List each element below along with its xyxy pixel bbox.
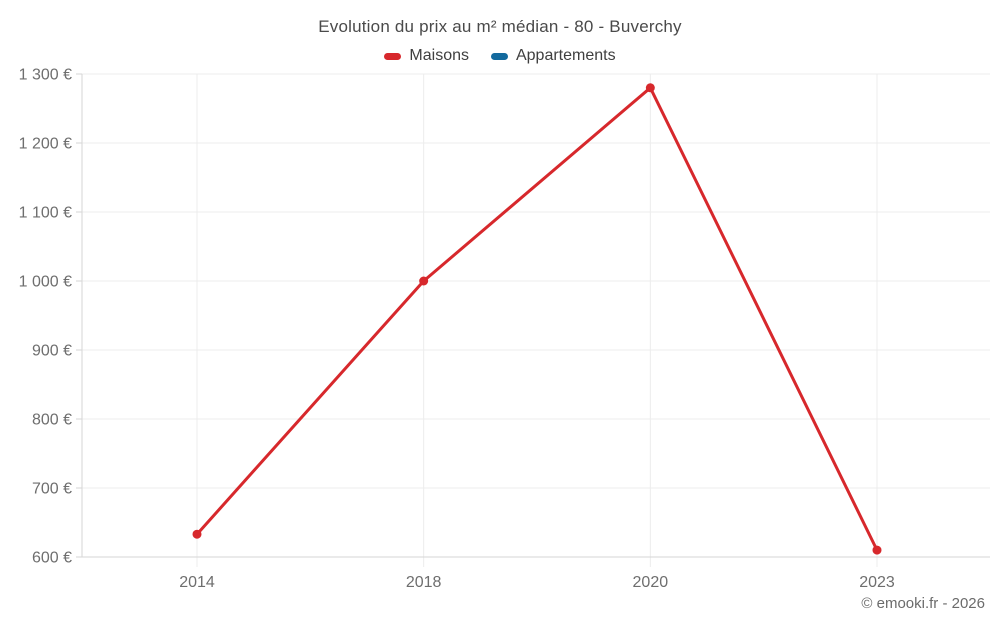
data-point-maisons-2023 bbox=[872, 545, 882, 555]
y-tick-label: 1 000 € bbox=[19, 274, 72, 291]
y-tick-label: 800 € bbox=[32, 412, 72, 429]
y-tick-label: 700 € bbox=[32, 481, 72, 498]
data-point-maisons-2018 bbox=[419, 276, 429, 286]
legend-item-appartements[interactable]: Appartements bbox=[490, 47, 616, 65]
legend-item-maisons[interactable]: Maisons bbox=[384, 47, 469, 65]
appartements-swatch-icon bbox=[490, 52, 508, 60]
y-tick-label: 1 100 € bbox=[19, 205, 72, 222]
footer-credit: © emooki.fr - 2026 bbox=[861, 595, 985, 612]
chart-title: Evolution du prix au m² médian - 80 - Bu… bbox=[318, 17, 682, 36]
x-tick-label: 2018 bbox=[406, 574, 442, 591]
y-tick-label: 1 200 € bbox=[19, 136, 72, 153]
series-line-maisons bbox=[195, 86, 879, 552]
x-tick-label: 2020 bbox=[633, 574, 669, 591]
y-tick-label: 1 300 € bbox=[19, 67, 72, 84]
legend-label-appartements: Appartements bbox=[515, 47, 616, 64]
x-tick-label: 2014 bbox=[179, 574, 215, 591]
maisons-swatch-icon bbox=[384, 52, 402, 60]
x-tick-label: 2023 bbox=[859, 574, 895, 591]
legend-label-maisons: Maisons bbox=[409, 47, 469, 64]
data-point-maisons-2014 bbox=[192, 529, 202, 539]
chart-legend: Maisons Appartements bbox=[0, 45, 1000, 67]
y-tick-label: 600 € bbox=[32, 550, 72, 567]
y-tick-label: 900 € bbox=[32, 343, 72, 360]
data-point-maisons-2020 bbox=[645, 83, 655, 93]
